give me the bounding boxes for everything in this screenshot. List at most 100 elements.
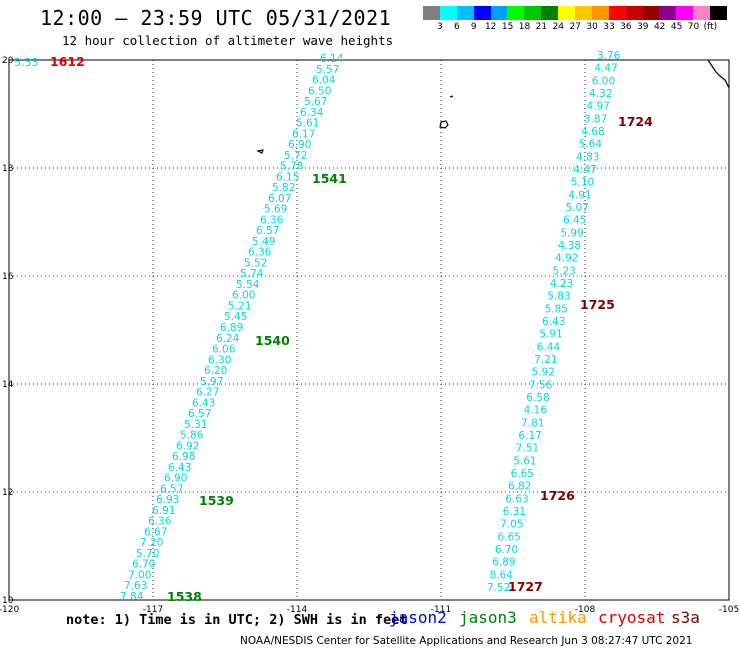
wave-height-value: 5.99 [560,227,583,239]
legend-swatch [608,6,626,20]
lat-tick-label: 14 [2,380,14,390]
pass-time-label: 1725 [580,297,615,312]
lon-tick-label: -105 [719,605,739,615]
wave-height-value: 7.52 [487,582,510,594]
wave-height-value: 6.70 [132,559,155,571]
wave-height-value: 4.38 [558,240,581,252]
pass-time-label: 1541 [312,171,347,186]
wave-height-value: 5.82 [272,182,295,194]
wave-height-value: 4.68 [581,126,604,138]
wave-height-value: 5.97 [200,376,223,388]
wave-height-value: 4.16 [524,405,548,417]
wave-height-value: 5.67 [304,96,327,108]
satellite-name-s3a: s3a [671,608,700,627]
satellite-name-jason2: jason2 [389,608,447,627]
legend-swatch [659,6,677,20]
legend-tick-label: 30 [586,22,598,32]
wave-height-value: 7.84 [120,591,144,603]
wave-height-value: 6.43 [542,316,565,328]
legend-swatch [710,6,728,20]
legend-tick-label: 36 [620,22,632,32]
lon-tick-label: -108 [575,605,596,615]
wave-height-value: 6.70 [495,544,518,556]
wave-height-value: 4.97 [587,101,610,113]
legend-tick-label: 24 [552,22,565,32]
wave-height-value: 6.98 [172,451,195,463]
pass-time-label: 1612 [50,54,85,69]
legend-swatch [423,6,440,20]
wave-height-value: 6.15 [276,171,299,183]
wave-height-value: 5.54 [236,279,260,291]
wave-height-value: 6.27 [196,387,219,399]
wave-height-value: 6.63 [505,493,528,505]
legend-swatch [625,6,643,20]
altimeter-track-2: 3.764.476.004.324.973.874.685.644.834.47… [487,50,621,594]
legend-swatch [693,6,711,20]
wave-height-value: 6.89 [220,322,243,334]
legend-swatch [456,6,474,20]
wave-height-value: 6.34 [300,107,324,119]
altimeter-track-1: 6.145.576.046.505.676.345.616.176.905.72… [120,53,344,603]
wave-height-value: 7.05 [500,519,523,531]
pass-time-labels: 1612 1541 1540 1539 1538 1724 1725 1726 1727 [50,54,653,604]
wave-height-value: 5.70 [136,548,159,560]
axis-labels: -120 -117 -114 -111 -108 -105 20 18 16 14 12 10 [0,56,739,615]
pass-time-label: 1540 [255,333,290,348]
wave-height-value: 6.91 [152,505,175,517]
wave-height-value: 8.64 [490,569,514,581]
wave-height-value: 6.57 [160,483,183,495]
wave-height-value: 6.65 [511,468,534,480]
wave-height-value: 6.90 [288,139,311,151]
map-subtitle: 12 hour collection of altimeter wave hei… [62,33,394,48]
satellite-name-cryosat: cryosat [598,608,666,627]
wave-height-value: 6.43 [192,397,215,409]
wave-height-value: 6.82 [508,481,531,493]
wave-height-value: 6.00 [232,290,255,302]
pass-time-label: 1538 [167,589,202,604]
color-scale-legend [423,6,728,20]
lat-tick-label: 16 [2,272,14,282]
legend-tick-label: 33 [603,22,615,32]
lon-tick-label: -111 [431,605,451,615]
island-shape [439,120,449,129]
legend-swatch [575,6,592,20]
units-note: note: 1) Time is in UTC; 2) SWH is in fe… [66,612,408,628]
wave-height-value: 6.17 [518,430,541,442]
lat-tick-label: 10 [2,596,14,606]
pass-time-label: 1727 [508,579,543,594]
corner-value: 5.33 [14,56,39,69]
wave-height-value: 5.21 [228,300,251,312]
lon-tick-label: -120 [0,605,19,615]
coastline-shape [707,59,730,89]
legend-swatch [524,6,542,20]
wave-height-value: 5.85 [545,303,568,315]
legend-swatch [591,6,609,20]
wave-height-value: 6.45 [563,215,586,227]
wave-height-value: 6.14 [320,53,344,65]
wave-height-value: 7.63 [124,580,147,592]
island-shape [449,95,454,98]
legend-swatch [642,6,660,20]
wave-height-value: 6.31 [503,506,526,518]
wave-height-value: 5.23 [552,265,575,277]
wave-height-value: 5.61 [513,455,536,467]
wave-height-value: 5.45 [224,311,247,323]
lat-lon-grid [9,60,729,600]
wave-height-value: 5.91 [539,329,562,341]
wave-height-value: 7.00 [128,569,151,581]
wave-height-value: 6.50 [308,85,331,97]
wave-height-value: 6.90 [164,473,187,485]
wave-height-value: 6.65 [497,531,520,543]
wave-height-value: 5.57 [316,64,339,76]
wave-height-value: 6.36 [248,247,272,259]
wave-height-value: 5.83 [547,291,570,303]
wave-height-value: 4.47 [594,63,617,75]
legend-tick-label: 42 [653,22,666,32]
island-shape [256,149,264,154]
wave-height-value: 5.61 [296,118,319,130]
wave-height-value: 6.57 [188,408,211,420]
legend-tick-label: 18 [518,22,531,32]
legend-tick-label: 21 [535,22,548,32]
wave-height-value: 6.58 [526,392,549,404]
